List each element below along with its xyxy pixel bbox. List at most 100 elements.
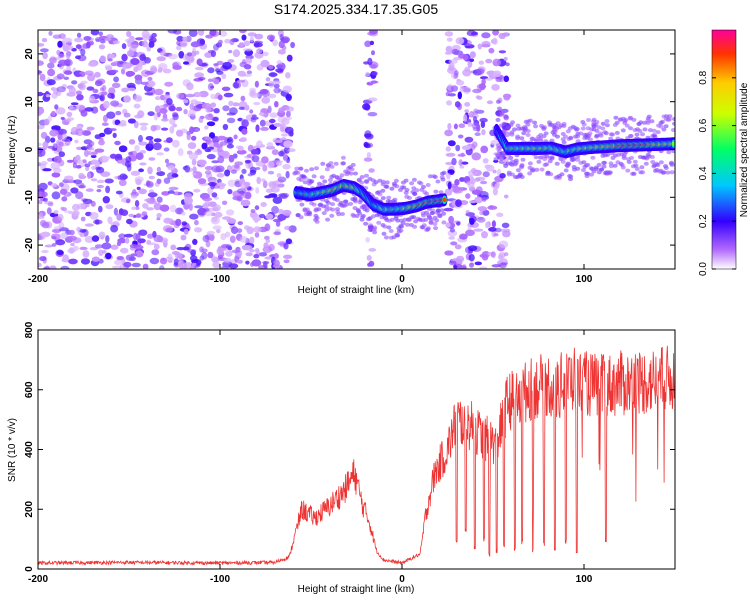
noise-cell — [226, 112, 236, 116]
noise-cell — [453, 123, 458, 130]
noise-cell — [107, 58, 113, 62]
noise-cell — [133, 66, 139, 73]
noise-cell — [266, 142, 274, 148]
signal-halo — [669, 170, 675, 175]
noise-cell — [443, 207, 454, 212]
signal-halo — [548, 172, 554, 177]
noise-cell — [76, 32, 82, 38]
signal-halo — [519, 174, 525, 179]
noise-cell — [233, 134, 238, 140]
noise-cell — [290, 41, 295, 49]
noise-cell — [100, 39, 106, 44]
noise-cell — [96, 184, 104, 189]
signal-halo — [380, 196, 386, 201]
signal-halo — [407, 195, 412, 200]
noise-cell — [130, 58, 140, 65]
noise-cell — [156, 217, 161, 221]
noise-cell — [369, 30, 378, 35]
noise-cell — [283, 259, 290, 264]
signal-halo — [418, 181, 424, 186]
noise-cell — [278, 150, 285, 157]
noise-cell — [75, 165, 82, 169]
signal-halo — [372, 230, 378, 235]
noise-cell — [478, 60, 484, 65]
noise-cell — [88, 95, 96, 103]
snr-axes: -200 -100 0 100 0 200 400 600 800 — [24, 321, 675, 585]
signal-halo — [411, 215, 417, 220]
noise-cell — [258, 252, 268, 257]
noise-cell — [282, 85, 292, 93]
noise-cell — [241, 128, 248, 135]
noise-cell — [241, 168, 247, 174]
noise-cell — [75, 44, 82, 49]
noise-cell — [474, 196, 483, 204]
noise-cell — [147, 111, 155, 117]
noise-cell — [114, 140, 121, 146]
noise-cell — [268, 243, 275, 252]
noise-cell — [498, 32, 506, 40]
noise-cell — [484, 164, 491, 169]
noise-cell — [260, 126, 269, 131]
noise-cell — [44, 244, 54, 248]
noise-cell — [286, 110, 291, 118]
noise-cell — [169, 118, 176, 125]
noise-cell — [481, 129, 486, 136]
signal-halo — [423, 217, 429, 222]
noise-cell — [101, 91, 108, 96]
signal-halo — [571, 165, 577, 169]
noise-cell — [480, 180, 488, 185]
noise-cell — [38, 124, 45, 130]
noise-cell — [109, 53, 116, 59]
noise-cell — [189, 126, 195, 134]
noise-cell — [211, 165, 221, 173]
noise-cell — [249, 236, 255, 244]
noise-cell — [479, 210, 484, 216]
noise-cell — [177, 148, 184, 157]
noise-cell — [492, 70, 502, 78]
signal-halo — [544, 162, 550, 167]
signal-halo — [628, 126, 633, 131]
noise-cell — [206, 153, 216, 160]
noise-cell — [84, 163, 91, 168]
noise-cell — [146, 181, 154, 188]
noise-cell — [469, 217, 475, 225]
signal-halo — [600, 126, 606, 131]
noise-cell — [98, 249, 104, 256]
signal-halo — [295, 170, 301, 175]
signal-halo — [638, 120, 644, 125]
noise-cell — [461, 145, 471, 150]
noise-cell — [165, 227, 174, 233]
noise-cell — [367, 112, 378, 117]
noise-cell — [216, 228, 221, 234]
signal-halo — [307, 210, 312, 215]
signal-halo — [647, 128, 653, 133]
noise-cell — [51, 110, 56, 116]
signal-halo — [505, 125, 511, 130]
signal-halo — [655, 130, 661, 135]
noise-cell — [503, 252, 509, 257]
signal-halo — [329, 213, 335, 218]
noise-cell — [38, 70, 43, 74]
noise-cell — [147, 200, 157, 205]
noise-cell — [138, 141, 148, 146]
signal-halo — [614, 130, 620, 135]
noise-cell — [492, 169, 497, 174]
noise-cell — [94, 71, 101, 78]
noise-cell — [137, 238, 146, 244]
signal-halo — [601, 164, 607, 169]
noise-cell — [82, 159, 87, 164]
noise-cell — [216, 247, 224, 255]
signal-halo — [632, 159, 638, 164]
noise-cell — [55, 91, 62, 96]
noise-cell — [59, 182, 64, 188]
noise-cell — [117, 123, 127, 127]
signal-halo — [650, 160, 656, 164]
noise-cell — [158, 63, 168, 71]
spectrogram-ytick-label: -10 — [24, 190, 35, 205]
noise-cell — [285, 170, 290, 179]
noise-cell — [188, 203, 193, 211]
signal-halo — [661, 127, 667, 132]
noise-cell — [458, 123, 466, 128]
noise-cell — [471, 141, 478, 148]
